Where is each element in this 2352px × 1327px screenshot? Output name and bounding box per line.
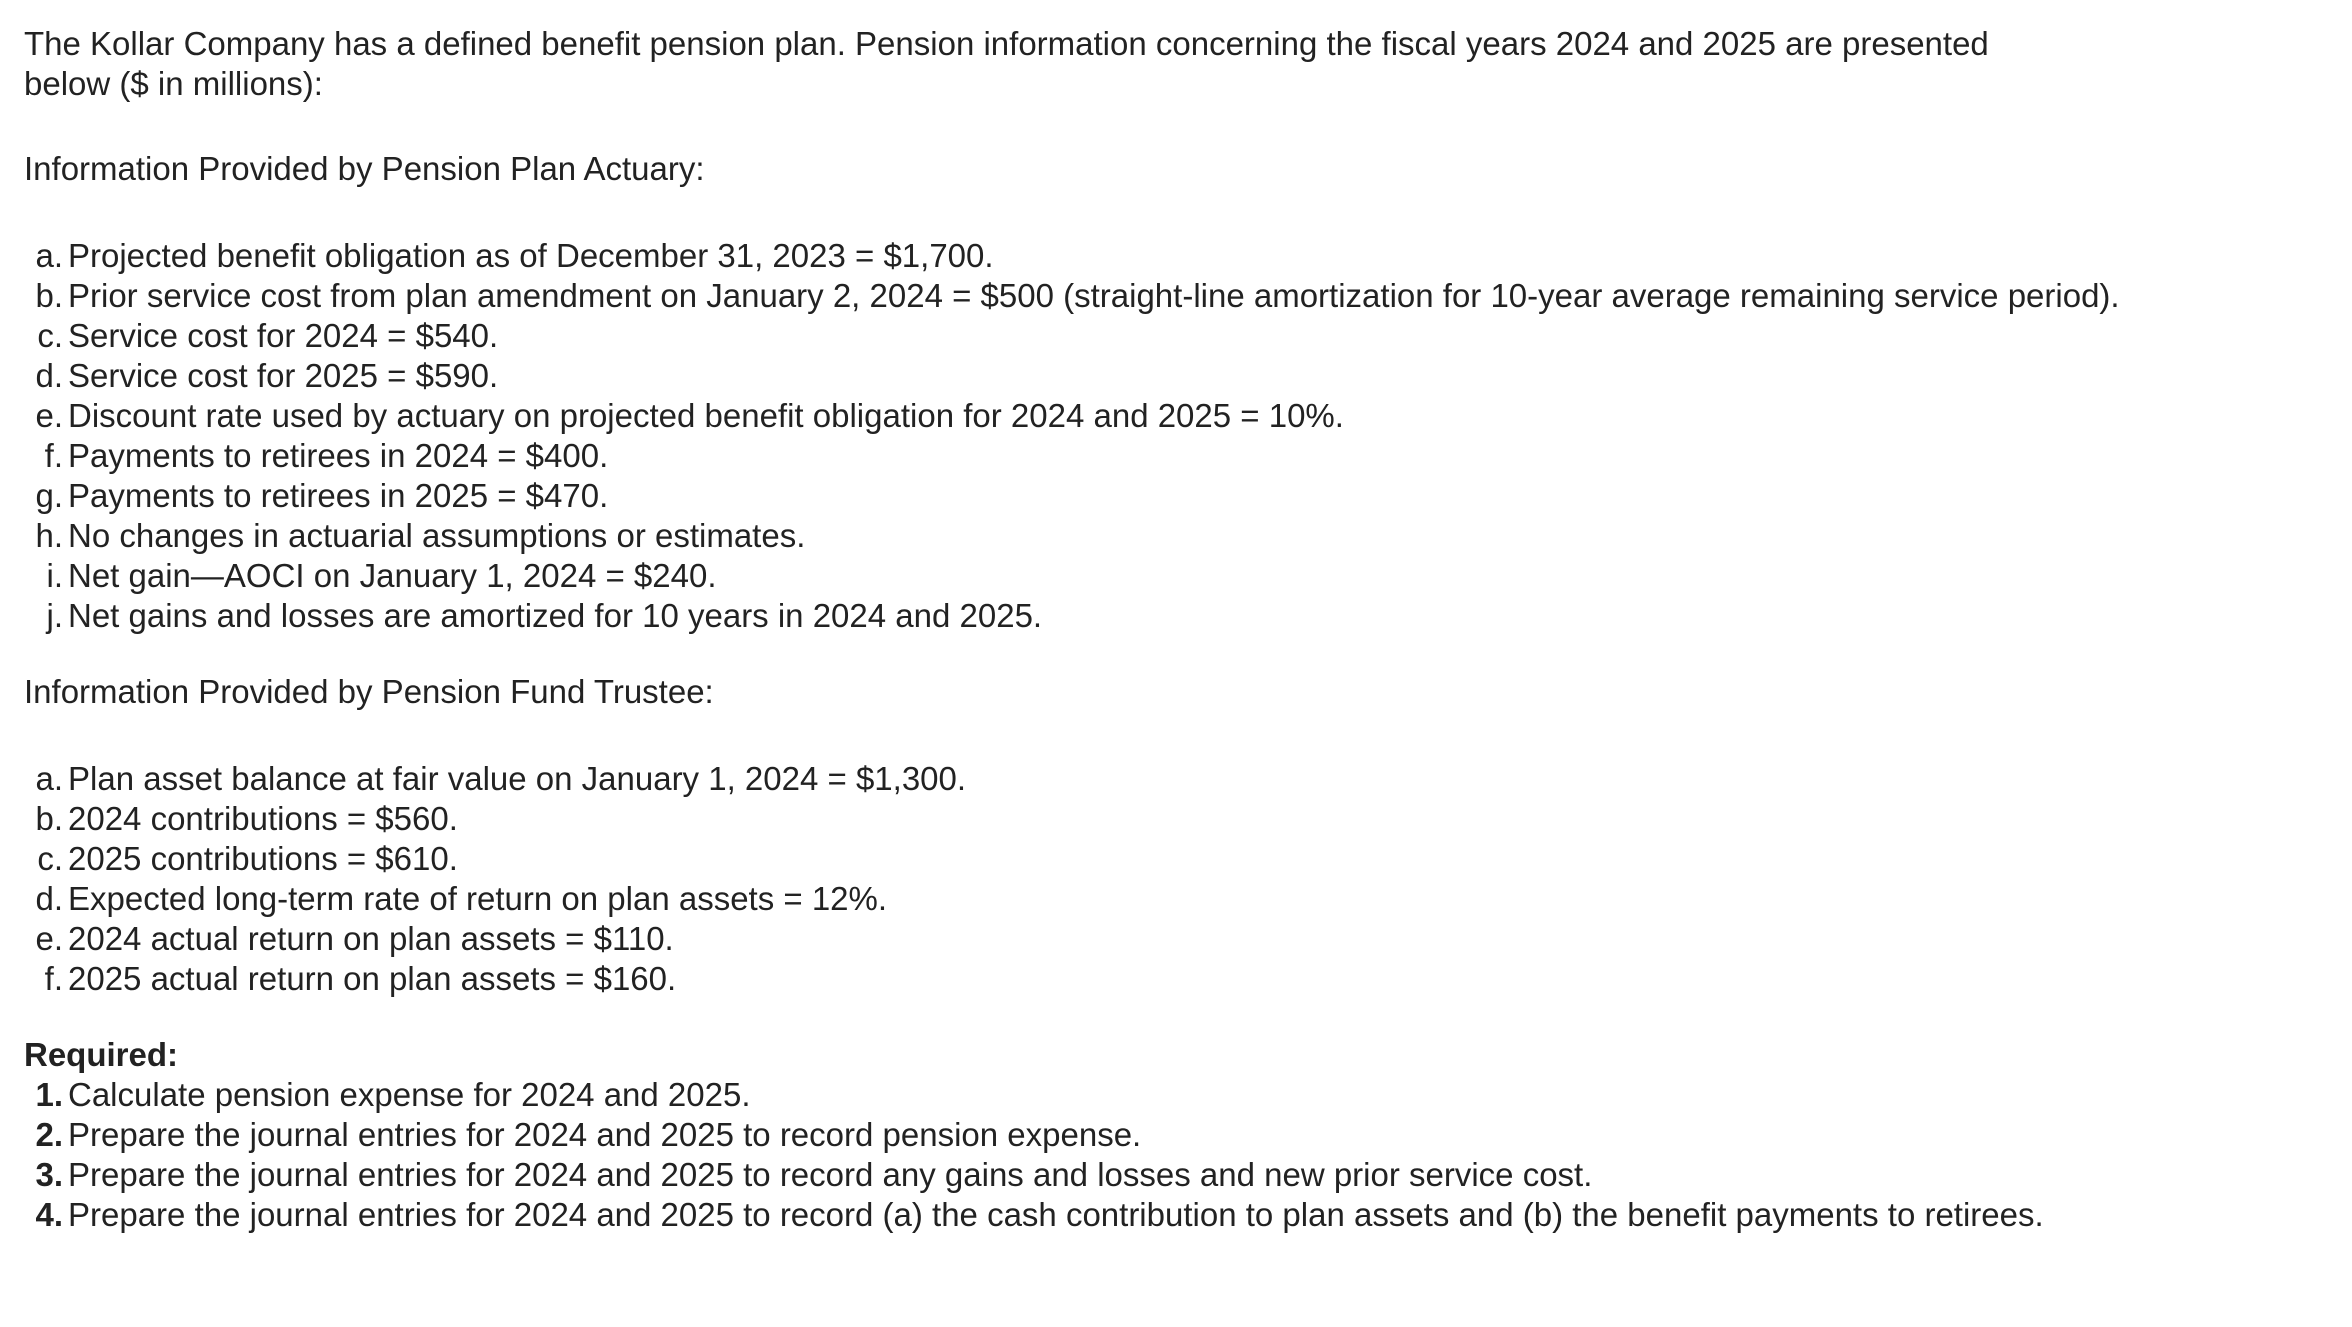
- list-item-text: 2025 contributions = $610.: [68, 840, 458, 877]
- list-item-text: Payments to retirees in 2025 = $470.: [68, 477, 609, 514]
- list-item-text: 2024 actual return on plan assets = $110…: [68, 920, 674, 957]
- list-marker: a.: [35, 760, 63, 797]
- list-marker: c.: [37, 840, 63, 877]
- list-item: g. Payments to retirees in 2025 = $470.: [24, 476, 2328, 516]
- list-item-text: 2025 actual return on plan assets = $160…: [68, 960, 677, 997]
- required-list: 1. Calculate pension expense for 2024 and…: [24, 1075, 2328, 1235]
- list-item: d. Service cost for 2025 = $590.: [24, 356, 2328, 396]
- required-heading: Required:: [24, 1036, 179, 1073]
- list-item: e. 2024 actual return on plan assets = $1…: [24, 919, 2328, 959]
- list-item-text: Calculate pension expense for 2024 and 2…: [68, 1076, 751, 1113]
- trustee-heading: Information Provided by Pension Fund Tru…: [24, 673, 714, 710]
- list-marker: b.: [35, 800, 63, 837]
- list-marker: d.: [35, 357, 63, 394]
- list-item: e. Discount rate used by actuary on proje…: [24, 396, 2328, 436]
- list-marker: 1.: [35, 1076, 63, 1113]
- list-item: d. Expected long-term rate of return on p…: [24, 879, 2328, 919]
- list-item: c. Service cost for 2024 = $540.: [24, 316, 2328, 356]
- list-marker: d.: [35, 880, 63, 917]
- list-item-text: Service cost for 2025 = $590.: [68, 357, 499, 394]
- list-item-text: Plan asset balance at fair value on Janu…: [68, 760, 967, 797]
- list-item: b. Prior service cost from plan amendment…: [24, 276, 2328, 316]
- list-marker: 3.: [35, 1156, 63, 1193]
- list-marker: i.: [46, 557, 64, 594]
- list-marker: e.: [35, 397, 63, 434]
- list-item: a. Plan asset balance at fair value on Ja…: [24, 759, 2328, 799]
- list-item: a. Projected benefit obligation as of Dec…: [24, 236, 2328, 276]
- list-item-text: Expected long-term rate of return on pla…: [68, 880, 888, 917]
- list-marker: h.: [35, 517, 63, 554]
- list-marker: 4.: [35, 1196, 63, 1233]
- list-marker: c.: [37, 317, 63, 354]
- list-item-text: Prepare the journal entries for 2024 and…: [68, 1196, 2044, 1233]
- list-marker: f.: [44, 437, 63, 474]
- list-item: f. Payments to retirees in 2024 = $400.: [24, 436, 2328, 476]
- list-marker: 2.: [35, 1116, 63, 1153]
- list-marker: g.: [35, 477, 63, 514]
- list-item: 3. Prepare the journal entries for 2024 a…: [24, 1155, 2328, 1195]
- list-item: c. 2025 contributions = $610.: [24, 839, 2328, 879]
- list-item-text: Prior service cost from plan amendment o…: [68, 277, 2120, 314]
- list-item-text: Prepare the journal entries for 2024 and…: [68, 1116, 1142, 1153]
- list-item-text: Payments to retirees in 2024 = $400.: [68, 437, 609, 474]
- list-marker: j.: [46, 597, 64, 634]
- trustee-list: a. Plan asset balance at fair value on Ja…: [24, 759, 2328, 999]
- list-item: b. 2024 contributions = $560.: [24, 799, 2328, 839]
- list-marker: f.: [44, 960, 63, 997]
- list-item: j. Net gains and losses are amortized for…: [24, 596, 2328, 636]
- list-item: 2. Prepare the journal entries for 2024 a…: [24, 1115, 2328, 1155]
- list-item: 4. Prepare the journal entries for 2024 a…: [24, 1195, 2328, 1235]
- actuary-heading: Information Provided by Pension Plan Act…: [24, 150, 705, 187]
- list-item: f. 2025 actual return on plan assets = $1…: [24, 959, 2328, 999]
- list-marker: b.: [35, 277, 63, 314]
- list-item: h. No changes in actuarial assumptions or…: [24, 516, 2328, 556]
- list-marker: e.: [35, 920, 63, 957]
- actuary-list: a. Projected benefit obligation as of Dec…: [24, 236, 2328, 636]
- list-item-text: Net gain—AOCI on January 1, 2024 = $240.: [68, 557, 717, 594]
- list-item-text: No changes in actuarial assumptions or e…: [68, 517, 806, 554]
- list-marker: a.: [35, 237, 63, 274]
- list-item-text: Discount rate used by actuary on project…: [68, 397, 1344, 434]
- list-item-text: Prepare the journal entries for 2024 and…: [68, 1156, 1593, 1193]
- list-item-text: Service cost for 2024 = $540.: [68, 317, 499, 354]
- list-item: 1. Calculate pension expense for 2024 and…: [24, 1075, 2328, 1115]
- list-item-text: Projected benefit obligation as of Decem…: [68, 237, 994, 274]
- list-item: i. Net gain—AOCI on January 1, 2024 = $24…: [24, 556, 2328, 596]
- list-item-text: Net gains and losses are amortized for 1…: [68, 597, 1043, 634]
- list-item-text: 2024 contributions = $560.: [68, 800, 458, 837]
- intro-paragraph: The Kollar Company has a defined benefit…: [24, 25, 1989, 102]
